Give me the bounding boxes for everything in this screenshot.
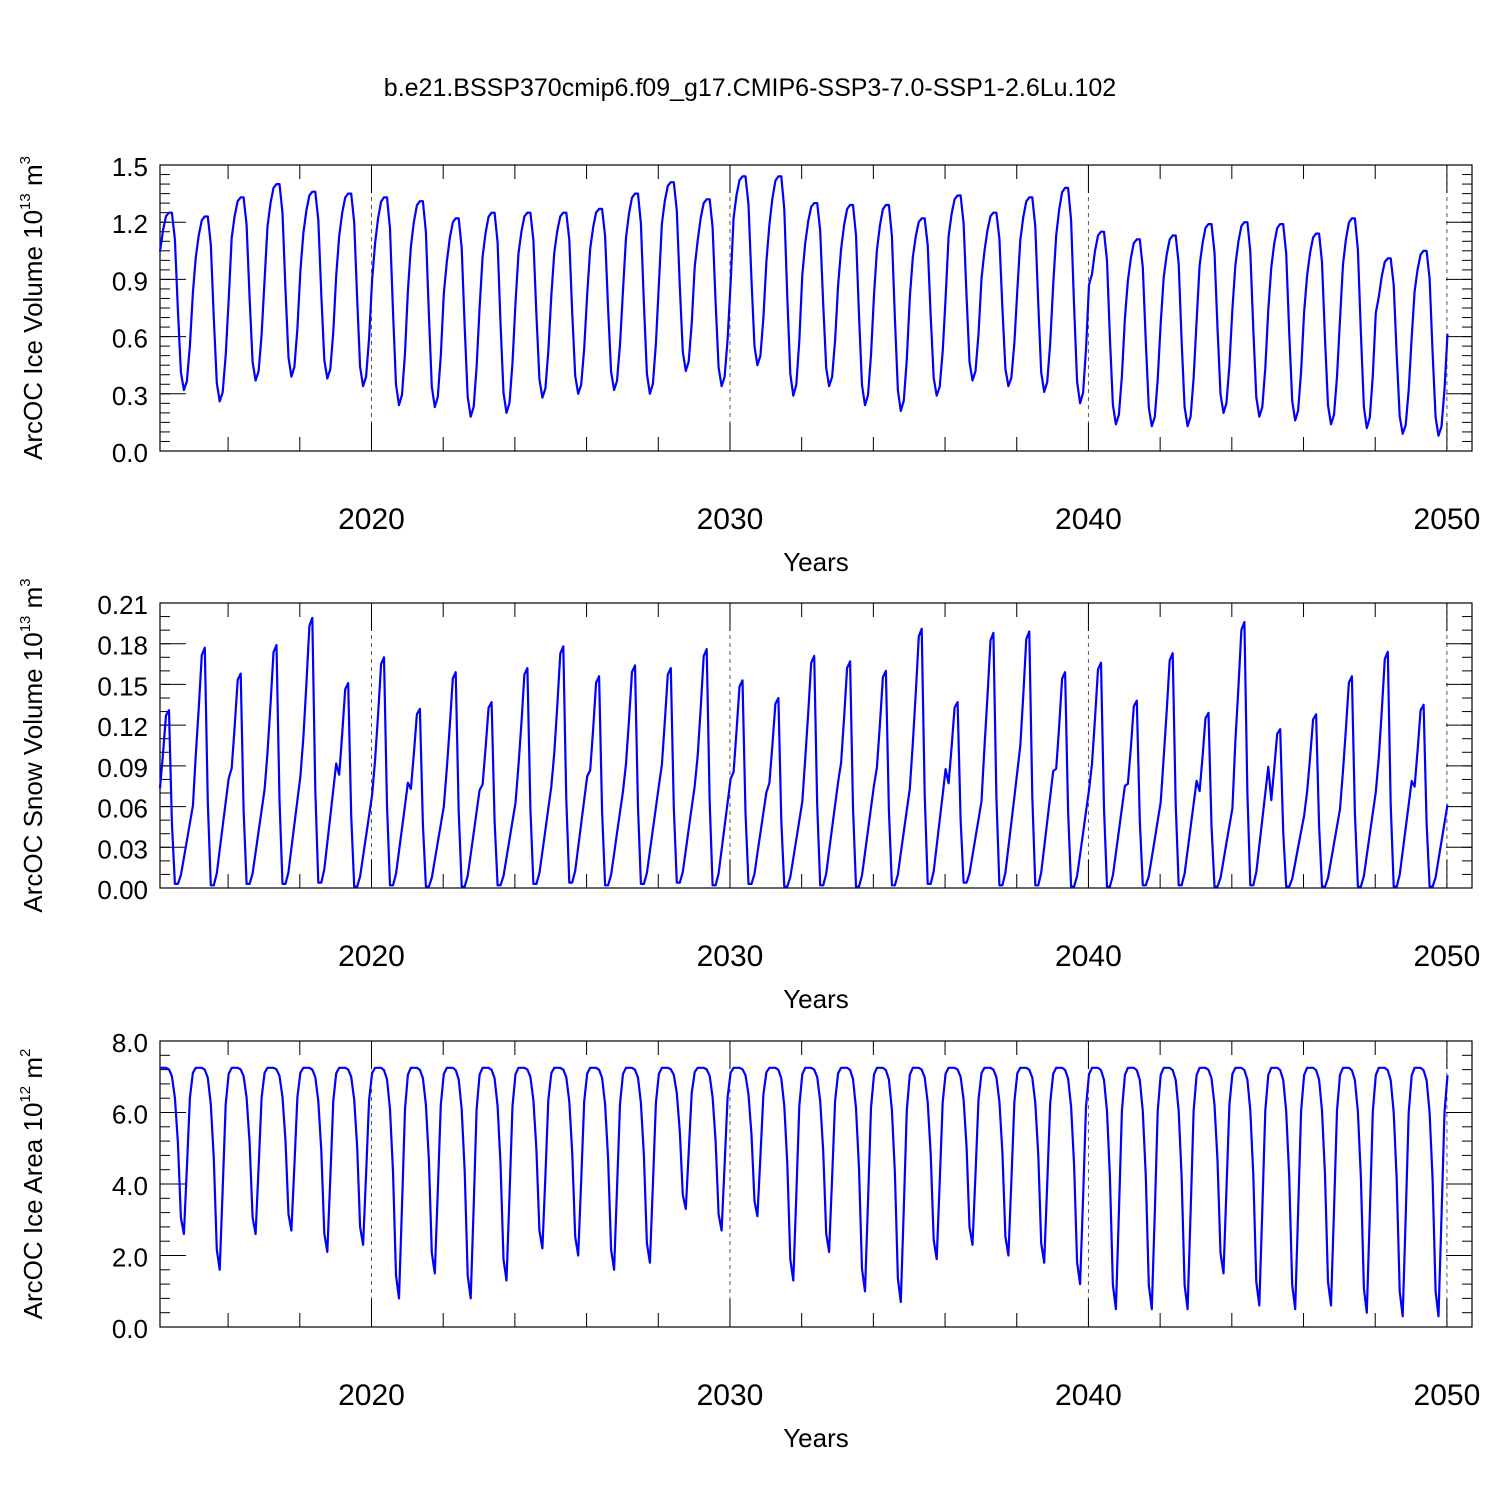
y-tick-label: 1.5 <box>112 152 148 182</box>
y-tick-label: 0.15 <box>97 671 148 701</box>
y-tick-label: 8.0 <box>112 1028 148 1058</box>
x-axis-label: Years <box>783 547 849 577</box>
y-tick-label: 0.0 <box>112 438 148 468</box>
x-tick-label: 2040 <box>1055 1379 1122 1412</box>
series-line <box>158 616 1449 888</box>
y-tick-label: 0.12 <box>97 712 148 742</box>
x-axis-label: Years <box>783 984 849 1014</box>
y-tick-label: 1.2 <box>112 209 148 239</box>
y-tick-label: 6.0 <box>112 1100 148 1130</box>
y-tick-label: 0.00 <box>97 875 148 905</box>
plot-frame <box>159 602 1473 889</box>
x-tick-label: 2040 <box>1055 940 1122 973</box>
x-tick-label: 2020 <box>338 1379 405 1412</box>
plot-frame <box>159 1040 1473 1328</box>
series-line <box>158 175 1449 437</box>
y-tick-label: 0.03 <box>97 834 148 864</box>
y-tick-label: 0.6 <box>112 324 148 354</box>
y-tick-label: 0.18 <box>97 631 148 661</box>
y-tick-label: 0.3 <box>112 381 148 411</box>
series-line <box>160 1066 1449 1318</box>
panel-3: 2020 2030 2040 2050 Years 0.0 2.0 4.0 6.0 8.0 ArcO… <box>17 1028 1480 1453</box>
x-tick-label: 2030 <box>697 940 764 973</box>
panel-1: 2020 2030 2040 2050 Years 0.0 0.3 0.6 0.9 1.2 1.5 A… <box>17 152 1480 577</box>
x-tick-label: 2020 <box>338 940 405 973</box>
y-axis-label: ArcOC Ice Volume 1013 m3 <box>17 156 48 460</box>
chart-title: b.e21.BSSP370cmip6.f09_g17.CMIP6-SSP3-7.… <box>384 74 1116 102</box>
y-tick-label: 4.0 <box>112 1171 148 1201</box>
y-tick-label: 0.09 <box>97 753 148 783</box>
x-tick-label: 2020 <box>338 503 405 536</box>
y-axis-label: ArcOC Ice Area 1012 m2 <box>17 1049 48 1320</box>
x-tick-label: 2030 <box>697 503 764 536</box>
y-tick-label: 0.21 <box>97 590 148 620</box>
x-tick-label: 2050 <box>1414 1379 1481 1412</box>
x-tick-label: 2030 <box>697 1379 764 1412</box>
panel-2: 2020 2030 2040 2050 Years 0.00 0.03 0.06 0.09 0.1… <box>17 578 1480 1014</box>
x-tick-label: 2050 <box>1414 940 1481 973</box>
y-tick-label: 0.06 <box>97 794 148 824</box>
y-tick-label: 2.0 <box>112 1243 148 1273</box>
x-tick-label: 2040 <box>1055 503 1122 536</box>
x-tick-label: 2050 <box>1414 503 1481 536</box>
y-tick-label: 0.0 <box>112 1314 148 1344</box>
x-axis-label: Years <box>783 1423 849 1453</box>
y-tick-label: 0.9 <box>112 266 148 296</box>
y-axis-label: ArcOC Snow Volume 1013 m3 <box>17 578 48 912</box>
